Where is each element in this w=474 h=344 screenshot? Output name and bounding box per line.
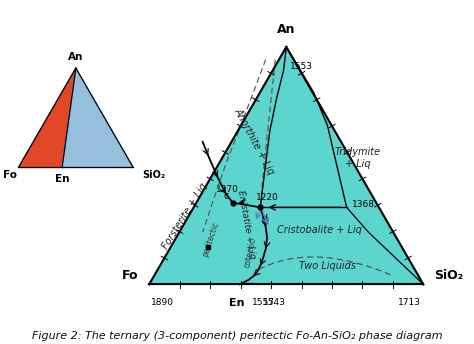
Text: c: c	[223, 191, 228, 201]
Polygon shape	[62, 68, 133, 168]
Text: 1368: 1368	[352, 200, 375, 208]
Text: peritectic: peritectic	[201, 221, 221, 258]
Text: 1220: 1220	[255, 193, 278, 202]
Text: Forsterite + Liq: Forsterite + Liq	[160, 181, 209, 251]
Text: An: An	[277, 23, 295, 36]
Text: cotectic: cotectic	[243, 237, 258, 269]
Text: Figure 2: The ternary (3-component) peritectic Fo-An-SiO₂ phase diagram: Figure 2: The ternary (3-component) peri…	[32, 331, 442, 341]
Text: 1890: 1890	[151, 298, 173, 307]
Text: d: d	[261, 214, 267, 224]
Text: 1553: 1553	[291, 62, 313, 71]
Text: SiO₂: SiO₂	[434, 269, 464, 282]
Text: Fo: Fo	[122, 269, 138, 282]
Polygon shape	[18, 68, 76, 168]
Text: Anorthite + Liq: Anorthite + Liq	[233, 107, 276, 177]
Text: 1270: 1270	[216, 185, 239, 194]
Text: 1543: 1543	[263, 298, 286, 307]
Text: Two Liquids: Two Liquids	[299, 261, 356, 271]
Polygon shape	[149, 47, 423, 284]
Text: En: En	[55, 174, 69, 184]
Text: An: An	[68, 52, 83, 62]
Text: Cristobalite + Liq: Cristobalite + Liq	[277, 225, 362, 235]
Text: En: En	[229, 298, 245, 308]
Text: Fo: Fo	[3, 170, 18, 180]
Text: SiO₂: SiO₂	[142, 170, 165, 180]
Text: 1557: 1557	[252, 298, 275, 307]
Text: 1713: 1713	[398, 298, 420, 307]
Text: Tridymite
+ Liq: Tridymite + Liq	[335, 148, 381, 169]
Text: En’statite + Liq: En’statite + Liq	[236, 189, 257, 259]
